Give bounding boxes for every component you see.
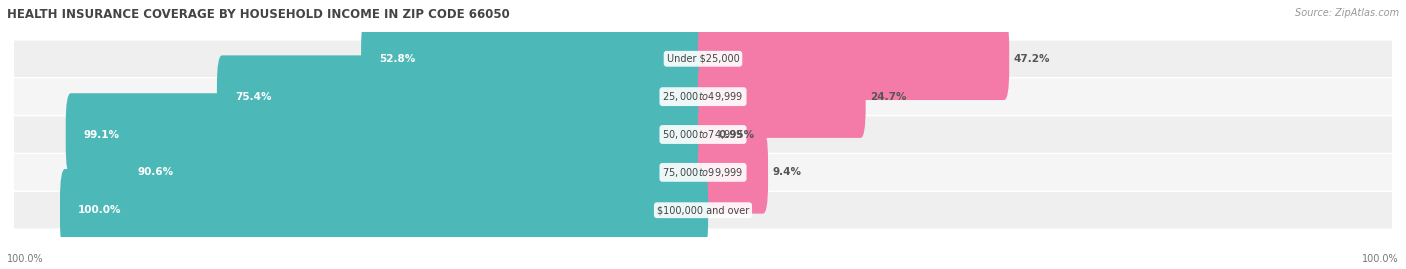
Text: 100.0%: 100.0% [7, 254, 44, 264]
Text: $25,000 to $49,999: $25,000 to $49,999 [662, 90, 744, 103]
FancyBboxPatch shape [14, 154, 1392, 190]
FancyBboxPatch shape [60, 169, 709, 252]
FancyBboxPatch shape [120, 131, 709, 214]
Text: 0.95%: 0.95% [718, 129, 755, 140]
FancyBboxPatch shape [14, 116, 1392, 153]
Text: 75.4%: 75.4% [235, 92, 271, 102]
FancyBboxPatch shape [697, 17, 1010, 100]
Text: 99.1%: 99.1% [83, 129, 120, 140]
Text: Under $25,000: Under $25,000 [666, 54, 740, 64]
FancyBboxPatch shape [14, 41, 1392, 77]
FancyBboxPatch shape [697, 55, 866, 138]
FancyBboxPatch shape [14, 192, 1392, 228]
Text: 9.4%: 9.4% [772, 167, 801, 177]
Text: $75,000 to $99,999: $75,000 to $99,999 [662, 166, 744, 179]
Text: 47.2%: 47.2% [1014, 54, 1050, 64]
Text: 90.6%: 90.6% [138, 167, 174, 177]
FancyBboxPatch shape [217, 55, 709, 138]
FancyBboxPatch shape [697, 93, 714, 176]
FancyBboxPatch shape [697, 131, 768, 214]
Text: $100,000 and over: $100,000 and over [657, 205, 749, 215]
FancyBboxPatch shape [66, 93, 709, 176]
Text: HEALTH INSURANCE COVERAGE BY HOUSEHOLD INCOME IN ZIP CODE 66050: HEALTH INSURANCE COVERAGE BY HOUSEHOLD I… [7, 8, 510, 21]
Text: $50,000 to $74,999: $50,000 to $74,999 [662, 128, 744, 141]
Text: 24.7%: 24.7% [870, 92, 907, 102]
FancyBboxPatch shape [14, 79, 1392, 115]
Text: Source: ZipAtlas.com: Source: ZipAtlas.com [1295, 8, 1399, 18]
Text: 52.8%: 52.8% [380, 54, 415, 64]
Text: 100.0%: 100.0% [1362, 254, 1399, 264]
FancyBboxPatch shape [361, 17, 709, 100]
Text: 100.0%: 100.0% [77, 205, 121, 215]
